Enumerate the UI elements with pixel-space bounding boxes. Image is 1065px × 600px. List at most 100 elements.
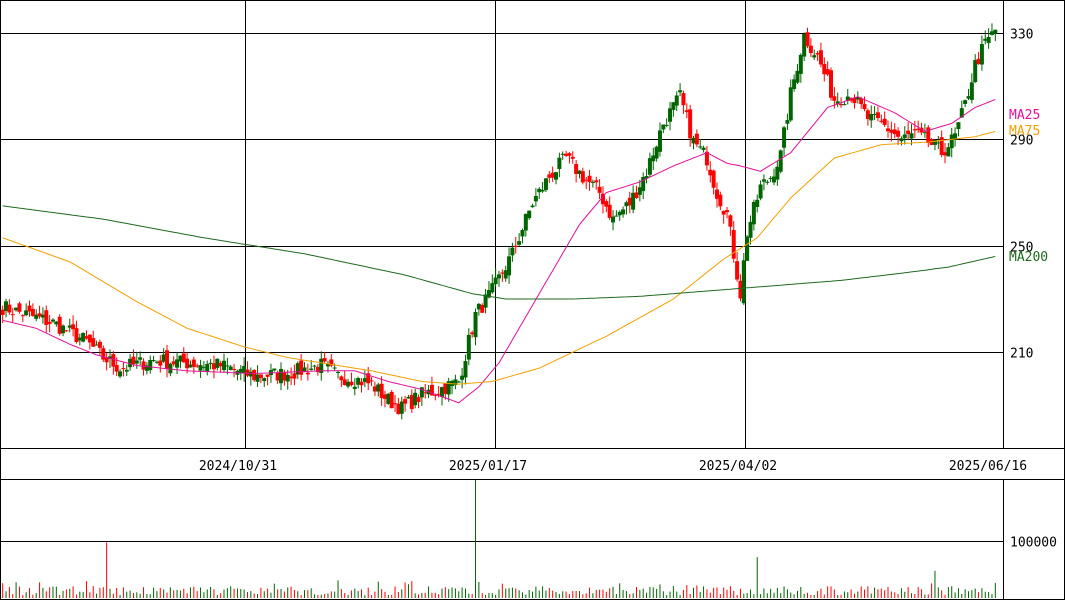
candle-body [118, 371, 123, 377]
candle-body [94, 344, 99, 346]
candle-body [694, 133, 699, 145]
candle-body [507, 256, 512, 276]
candle-body [771, 176, 776, 183]
x-tick-label: 2024/10/31 [199, 459, 277, 474]
candle-body [517, 241, 522, 245]
candle-body [537, 188, 542, 193]
candle-body [372, 386, 377, 392]
candle-body [188, 364, 193, 368]
candle-body [30, 308, 35, 316]
candle-body [50, 319, 55, 322]
candle-body [939, 137, 944, 155]
candle-body [510, 247, 515, 256]
candle-body [413, 392, 418, 406]
candle-body [242, 365, 247, 373]
candle-body [594, 180, 599, 183]
candle-body [295, 363, 300, 375]
candle-body [124, 369, 129, 372]
candle-body [161, 354, 166, 362]
moving-average-line-ma75 [2, 130, 996, 385]
candle-body [245, 369, 250, 376]
candle-body [654, 146, 659, 159]
candle-body [859, 98, 864, 105]
candle-body [889, 129, 894, 133]
candle-body [319, 358, 324, 373]
candle-body [671, 102, 676, 110]
candle-body [329, 359, 334, 366]
candle-body [721, 210, 726, 215]
candle-body [745, 236, 750, 261]
candle-body [299, 360, 304, 375]
candle-body [419, 387, 424, 398]
candle-body [795, 70, 800, 83]
candle-body [265, 374, 270, 377]
candle-body [698, 146, 703, 148]
candle-body [208, 362, 213, 364]
candle-body [433, 394, 438, 396]
candle-body [959, 108, 964, 118]
candle-body [315, 367, 320, 373]
candle-body [906, 130, 911, 135]
candle-body [279, 368, 284, 384]
moving-average-line-ma25 [2, 96, 996, 404]
candle-body [567, 153, 572, 156]
candle-body [262, 378, 267, 382]
candle-body [359, 381, 364, 386]
candle-body [416, 397, 421, 402]
candle-body [302, 367, 307, 373]
candle-body [386, 393, 391, 404]
candle-body [533, 195, 538, 202]
candle-body [64, 330, 69, 332]
candle-body [611, 216, 616, 223]
candle-body [725, 210, 730, 213]
candle-body [708, 169, 713, 176]
y-tick-label: 250 [1010, 241, 1033, 256]
candle-body [604, 201, 609, 207]
candle-body [195, 365, 200, 367]
candle-body [453, 379, 458, 386]
candle-body [852, 97, 857, 104]
candle-body [845, 96, 850, 101]
candle-body [255, 374, 260, 382]
candle-body [855, 96, 860, 100]
candle-body [644, 176, 649, 179]
candle-body [943, 152, 948, 156]
candle-body [121, 368, 126, 370]
candle-body [714, 189, 719, 199]
candle-body [869, 114, 874, 121]
candle-body [523, 213, 528, 231]
candle-body [14, 307, 19, 311]
candle-body [215, 358, 220, 368]
candle-body [932, 140, 937, 145]
candle-body [969, 82, 974, 100]
x-tick-label: 2025/06/16 [949, 459, 1027, 474]
candle-body [993, 29, 998, 34]
y-tick-label: 330 [1010, 28, 1033, 43]
candle-body [376, 384, 381, 392]
candle-body [590, 181, 595, 183]
candle-body [597, 186, 602, 193]
candle-body [842, 104, 847, 106]
candle-body [24, 310, 29, 316]
candle-body [198, 365, 203, 371]
candle-body [919, 127, 924, 133]
candle-body [547, 174, 552, 178]
candle-body [20, 315, 25, 317]
candle-body [527, 210, 532, 219]
y-tick-label: 210 [1010, 347, 1033, 362]
candle-body [812, 55, 817, 58]
candle-body [718, 194, 723, 207]
candle-body [107, 356, 112, 359]
candle-body [406, 396, 411, 399]
candle-body [493, 277, 498, 285]
candle-body [258, 374, 263, 379]
candle-body [332, 367, 337, 369]
candle-body [439, 387, 444, 397]
candle-body [131, 356, 136, 365]
candle-body [912, 129, 917, 131]
candle-body [587, 175, 592, 183]
candle-body [788, 87, 793, 121]
candle-body [761, 179, 766, 182]
candle-body [336, 371, 341, 373]
